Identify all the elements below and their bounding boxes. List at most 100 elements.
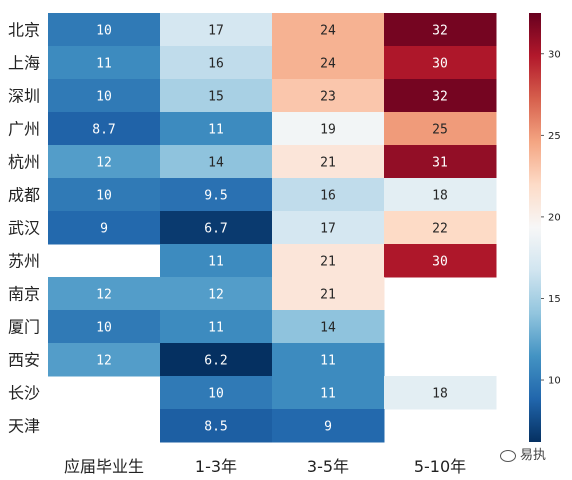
cell-value-label: 14 [320, 321, 336, 336]
row-label: 深圳 [8, 87, 40, 106]
cell-value-label: 24 [320, 57, 336, 72]
heatmap-cell [48, 343, 161, 377]
heatmap-cell [160, 376, 273, 410]
heatmap-cell [48, 178, 161, 212]
cell-value-label: 10 [96, 24, 112, 39]
cell-value-label: 8.7 [92, 123, 115, 138]
row-label: 天津 [8, 417, 40, 436]
heatmap-cell [160, 409, 273, 443]
cell-value-label: 8.5 [204, 420, 227, 435]
heatmap-cell [272, 343, 385, 377]
cell-value-label: 12 [96, 288, 112, 303]
heatmap-cell [160, 310, 273, 344]
row-label: 武汉 [8, 219, 40, 238]
cell-value-label: 6.2 [204, 354, 227, 369]
heatmap-cell [160, 79, 273, 113]
cell-value-label: 12 [96, 156, 112, 171]
row-label: 成都 [8, 186, 40, 205]
cell-value-label: 32 [432, 90, 448, 105]
cell-value-label: 9 [100, 222, 108, 237]
cell-value-label: 18 [432, 189, 448, 204]
colorbar-tick-label: 15 [548, 294, 561, 305]
cell-value-label: 30 [432, 255, 448, 270]
cell-value-label: 12 [96, 354, 112, 369]
cell-value-label: 31 [432, 156, 448, 171]
cell-value-label: 18 [432, 387, 448, 402]
cell-value-label: 17 [208, 24, 224, 39]
heatmap-cell [160, 46, 273, 80]
row-label: 上海 [8, 54, 40, 73]
column-label: 1-3年 [195, 457, 237, 476]
heatmap-cell [272, 409, 385, 443]
watermark: 易执 [500, 444, 546, 463]
heatmap-cell [384, 244, 497, 278]
heatmap-cell [160, 277, 273, 311]
cell-value-label: 11 [208, 123, 224, 138]
cell-value-label: 19 [320, 123, 336, 138]
heatmap-cell [160, 211, 273, 245]
heatmap-cell [272, 145, 385, 179]
heatmap-cell [272, 376, 385, 410]
cell-value-label: 11 [208, 255, 224, 270]
heatmap-cell [160, 178, 273, 212]
cell-value-label: 17 [320, 222, 336, 237]
heatmap-cell [48, 211, 161, 245]
heatmap-cell [272, 79, 385, 113]
watermark-text: 易执 [520, 448, 547, 463]
heatmap-cell [48, 46, 161, 80]
cell-value-label: 11 [320, 354, 336, 369]
cell-value-label: 30 [432, 57, 448, 72]
heatmap-cell [160, 13, 273, 47]
heatmap-cell [384, 13, 497, 47]
cell-value-label: 11 [208, 321, 224, 336]
heatmap-cell [272, 46, 385, 80]
chat-icon [500, 449, 516, 462]
column-label: 5-10年 [414, 457, 466, 476]
cell-value-label: 21 [320, 288, 336, 303]
colorbar [529, 13, 541, 442]
heatmap-cell [384, 46, 497, 80]
heatmap-cell [160, 343, 273, 377]
heatmap-cell [160, 244, 273, 278]
cell-value-label: 6.7 [204, 222, 227, 237]
cell-value-label: 9.5 [204, 189, 227, 204]
column-label: 3-5年 [307, 457, 349, 476]
heatmap-cell [48, 277, 161, 311]
cell-value-label: 22 [432, 222, 448, 237]
row-label: 厦门 [8, 318, 40, 337]
row-label: 南京 [8, 285, 40, 304]
cell-value-label: 12 [208, 288, 224, 303]
cell-value-label: 15 [208, 90, 224, 105]
heatmap-cell [272, 277, 385, 311]
heatmap-cell [384, 211, 497, 245]
row-label: 苏州 [8, 252, 40, 271]
heatmap-cell [384, 376, 497, 410]
heatmap-cell [48, 310, 161, 344]
cell-value-label: 10 [96, 90, 112, 105]
heatmap-cell [384, 112, 497, 146]
heatmap-cell [48, 112, 161, 146]
heatmap-cell [384, 145, 497, 179]
heatmap-cell [48, 79, 161, 113]
row-label: 西安 [8, 351, 40, 370]
cell-value-label: 25 [432, 123, 448, 138]
row-label: 杭州 [8, 153, 40, 172]
row-label: 北京 [8, 21, 40, 40]
cell-value-label: 23 [320, 90, 336, 105]
row-label: 长沙 [8, 384, 40, 403]
cell-value-label: 11 [320, 387, 336, 402]
colorbar-tick-label: 30 [548, 49, 561, 60]
colorbar-tick-label: 10 [548, 376, 561, 387]
heatmap-cell [384, 178, 497, 212]
cell-value-label: 10 [208, 387, 224, 402]
cell-value-label: 24 [320, 24, 336, 39]
heatmap-cell [272, 178, 385, 212]
heatmap-cell [272, 13, 385, 47]
heatmap-cell [272, 244, 385, 278]
heatmap-cell [48, 145, 161, 179]
cell-value-label: 10 [96, 189, 112, 204]
heatmap-cell [384, 79, 497, 113]
heatmap-cell [160, 145, 273, 179]
heatmap-cell [272, 310, 385, 344]
